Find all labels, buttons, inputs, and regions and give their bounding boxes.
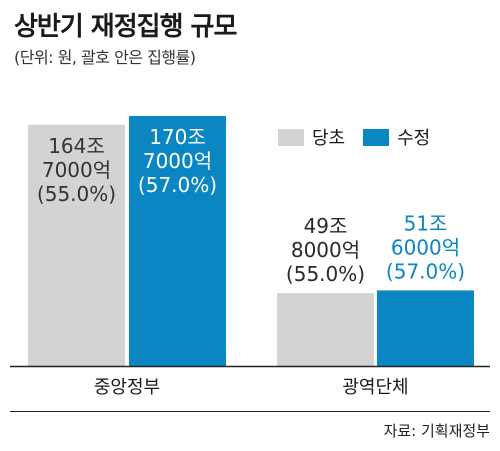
legend-label-revised: 수정 xyxy=(397,128,431,149)
legend-item-initial: 당초 xyxy=(278,124,345,150)
source-note: 자료: 기획재정부 xyxy=(383,422,490,440)
bar-revised-1 xyxy=(377,290,474,366)
bar-revised-0 xyxy=(129,116,226,366)
chart-title: 상반기 재정집행 규모 xyxy=(14,12,237,42)
data-label-initial-1-0: 49조 xyxy=(304,214,348,238)
data-label-revised-1-1: 6000억 xyxy=(391,235,460,259)
bar-initial-1 xyxy=(277,293,374,366)
data-label-initial-0-2: (55.0%) xyxy=(37,182,116,206)
chart-subtitle: (단위: 원, 괄호 안은 집행률) xyxy=(14,48,196,67)
legend: 당초 수정 xyxy=(278,124,448,150)
legend-swatch-revised xyxy=(363,128,390,146)
data-label-initial-0-0: 164조 xyxy=(48,134,105,158)
data-label-initial-0-1: 7000억 xyxy=(42,158,111,182)
data-label-revised-0-2: (57.0%) xyxy=(138,173,217,197)
data-label-revised-0-1: 7000억 xyxy=(143,149,212,173)
data-label-initial-1-2: (55.0%) xyxy=(286,262,365,286)
bar-initial-0 xyxy=(28,124,125,366)
legend-label-initial: 당초 xyxy=(312,128,346,149)
category-label-0: 중앙정부 xyxy=(94,377,160,398)
data-label-revised-1-2: (57.0%) xyxy=(386,259,465,283)
data-label-revised-1-0: 51조 xyxy=(404,211,448,235)
data-label-initial-1-1: 8000억 xyxy=(291,238,360,262)
data-label-revised-0-0: 170조 xyxy=(149,125,206,149)
category-label-1: 광역단체 xyxy=(342,377,408,398)
legend-item-revised: 수정 xyxy=(363,124,430,150)
legend-swatch-initial xyxy=(278,128,304,146)
